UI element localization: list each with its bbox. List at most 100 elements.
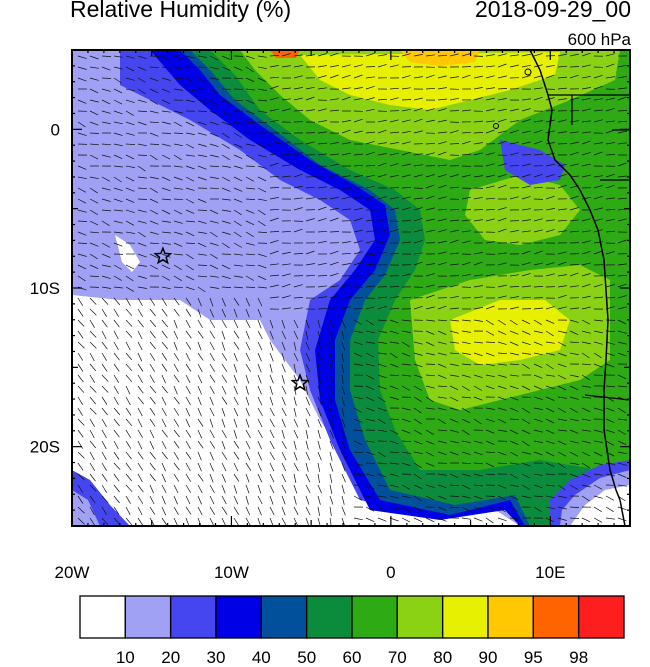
wind-barb bbox=[413, 252, 423, 255]
wind-barb bbox=[305, 407, 311, 417]
wind-barb bbox=[581, 330, 591, 334]
wind-barb bbox=[305, 352, 311, 362]
wind-barb bbox=[173, 77, 184, 80]
wind-barb bbox=[89, 88, 99, 94]
wind-barb bbox=[173, 341, 178, 351]
wind-barb bbox=[77, 220, 88, 222]
wind-barb bbox=[293, 330, 299, 340]
wind-barb bbox=[509, 296, 519, 299]
wind-barb bbox=[485, 75, 495, 79]
wind-barb bbox=[77, 440, 83, 449]
wind-barb bbox=[101, 176, 111, 182]
wind-barb bbox=[425, 87, 436, 90]
wind-barb bbox=[77, 99, 87, 104]
wind-barb bbox=[353, 363, 363, 366]
wind-barb bbox=[305, 319, 310, 329]
wind-barb bbox=[89, 319, 95, 328]
wind-barb bbox=[125, 506, 131, 516]
wind-barb bbox=[497, 363, 507, 366]
wind-barb bbox=[305, 141, 315, 145]
wind-barb bbox=[245, 462, 252, 471]
wind-barb bbox=[509, 120, 519, 123]
wind-barb bbox=[257, 330, 263, 340]
wind-barb bbox=[533, 96, 543, 101]
wind-barb bbox=[485, 407, 495, 410]
wind-barb bbox=[425, 429, 434, 435]
wind-barb bbox=[389, 119, 399, 123]
wind-barb bbox=[245, 506, 251, 516]
wind-barb bbox=[353, 462, 363, 466]
wind-barb bbox=[317, 186, 327, 189]
wind-barb bbox=[233, 99, 244, 102]
wind-barb bbox=[197, 440, 204, 449]
wind-barb bbox=[545, 219, 555, 222]
wind-barb bbox=[353, 484, 364, 486]
wind-barb bbox=[101, 396, 108, 405]
wind-barb bbox=[113, 451, 120, 460]
wind-barb bbox=[233, 209, 242, 216]
wind-barb bbox=[569, 319, 579, 323]
wind-barb bbox=[317, 217, 327, 222]
wind-barb bbox=[233, 220, 242, 227]
wind-barb bbox=[473, 132, 484, 134]
wind-barb bbox=[329, 272, 339, 277]
wind-barb bbox=[545, 363, 554, 370]
wind-barb bbox=[449, 385, 459, 391]
wind-barb bbox=[485, 341, 496, 343]
wind-barb bbox=[569, 484, 578, 490]
wind-barb bbox=[521, 385, 531, 391]
wind-barb bbox=[173, 66, 183, 70]
wind-barb bbox=[161, 308, 168, 317]
wind-barb bbox=[353, 240, 363, 244]
wind-barb bbox=[137, 187, 148, 190]
wind-barb bbox=[257, 385, 262, 395]
wind-barb bbox=[305, 197, 315, 200]
wind-barb bbox=[605, 429, 615, 434]
wind-barb bbox=[545, 473, 556, 476]
wind-barb bbox=[353, 407, 362, 413]
wind-barb bbox=[401, 87, 411, 90]
wind-barb bbox=[281, 418, 286, 428]
wind-barb bbox=[557, 285, 567, 288]
wind-barb bbox=[389, 495, 399, 499]
wind-barb bbox=[533, 140, 543, 145]
wind-barb bbox=[305, 164, 316, 167]
wind-barb bbox=[101, 495, 109, 503]
wind-barb bbox=[257, 429, 263, 438]
wind-barb bbox=[593, 495, 603, 499]
wind-barb bbox=[557, 341, 567, 347]
wind-barb bbox=[281, 517, 287, 526]
wind-barb bbox=[341, 418, 346, 428]
wind-barb bbox=[545, 273, 555, 277]
wind-barb bbox=[77, 187, 87, 193]
wind-barb bbox=[233, 473, 240, 482]
wind-barb bbox=[89, 440, 96, 449]
wind-barb bbox=[365, 273, 375, 277]
wind-barb bbox=[137, 253, 147, 258]
wind-barb bbox=[341, 64, 351, 68]
wind-barb bbox=[437, 440, 447, 444]
wind-barb bbox=[581, 517, 591, 523]
wind-barb bbox=[113, 407, 121, 416]
wind-barb bbox=[473, 142, 483, 145]
wind-barb bbox=[317, 462, 321, 472]
wind-barb bbox=[473, 296, 483, 299]
wind-barb bbox=[125, 286, 135, 292]
wind-barb bbox=[557, 173, 567, 178]
wind-barb bbox=[161, 66, 171, 69]
wind-barb bbox=[497, 130, 507, 134]
wind-barb bbox=[269, 352, 274, 362]
wind-barb bbox=[245, 176, 255, 182]
wind-barb bbox=[185, 286, 195, 291]
wind-barb bbox=[425, 451, 435, 457]
wind-barb bbox=[557, 396, 567, 399]
wind-barb bbox=[89, 330, 97, 338]
wind-barb bbox=[149, 121, 160, 124]
wind-barb bbox=[245, 209, 255, 214]
wind-barb bbox=[329, 207, 339, 211]
wind-barb bbox=[593, 218, 603, 222]
wind-barb bbox=[521, 208, 531, 211]
datetime-label: 2018-09-29_00 bbox=[474, 0, 631, 22]
wind-barb bbox=[149, 429, 155, 439]
wind-barb bbox=[449, 451, 459, 456]
